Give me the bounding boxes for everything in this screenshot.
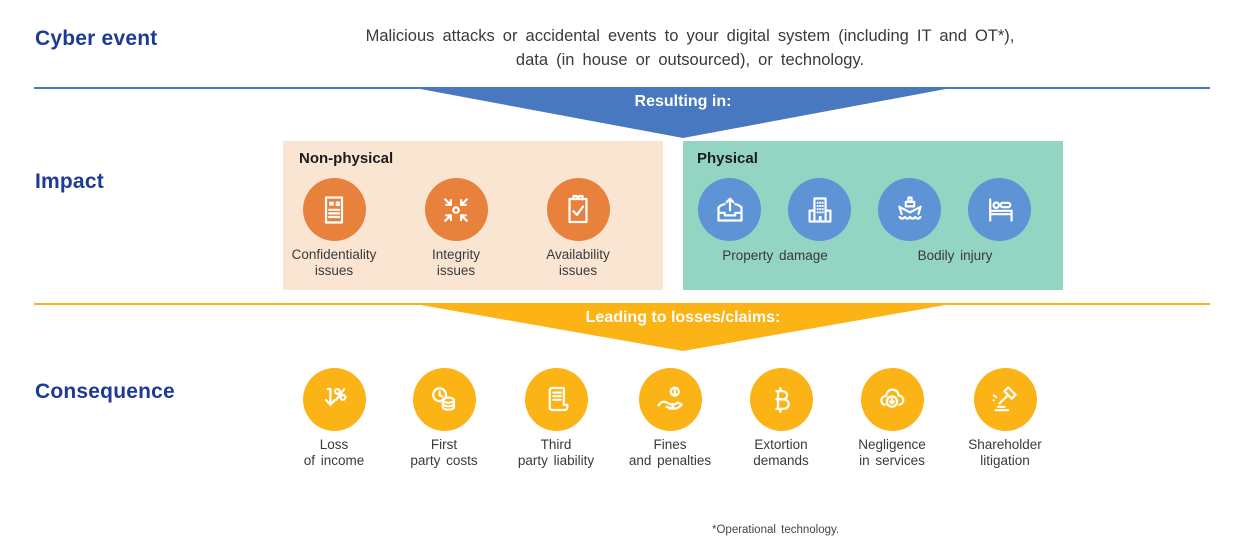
consequence-item-extortion-demands: Extortion demands xyxy=(716,368,846,469)
label-line-1: Extortion xyxy=(754,437,808,452)
label-line-2: party liability xyxy=(517,453,595,468)
physical-panel: Physical xyxy=(683,141,1063,290)
icon-circle xyxy=(302,178,366,241)
icon-circle xyxy=(412,368,476,431)
description-line-2: data (in house or outsourced), or techno… xyxy=(515,51,865,69)
consequence-item-first-party-costs: First party costs xyxy=(379,368,509,469)
icon-circle xyxy=(788,178,851,241)
label-line-1: Integrity xyxy=(431,247,481,262)
hand-coin-icon xyxy=(657,386,683,410)
description-line-1: Malicious attacks or accidental events t… xyxy=(365,27,1015,45)
consequence-row-label: Consequence xyxy=(35,380,175,403)
label-line-2: of income xyxy=(303,453,365,468)
icon-circle xyxy=(973,368,1037,431)
icon-circle xyxy=(638,368,702,431)
consequence-item-label: First party costs xyxy=(410,437,477,469)
label-line-2: litigation xyxy=(980,453,1030,468)
impact-row-label: Impact xyxy=(35,170,104,193)
percent-down-arrow-icon xyxy=(324,387,347,406)
label-line-2: in services xyxy=(859,453,925,468)
consequence-item-label: Fines and penalties xyxy=(629,437,711,469)
label-line-1: Fines xyxy=(653,437,687,452)
icon-circle xyxy=(698,178,761,241)
consequence-item-label: Loss of income xyxy=(304,437,365,469)
resulting-in-label: Resulting in: xyxy=(634,93,732,110)
bodily-injury-label: Bodily injury xyxy=(917,248,993,263)
impact-item-confidentiality: Confidentiality issues xyxy=(274,178,394,279)
icon-circle xyxy=(546,178,610,241)
label-line-2: party costs xyxy=(410,453,478,468)
physical-title: Physical xyxy=(697,150,758,167)
cyber-event-row-label: Cyber event xyxy=(35,27,158,50)
consequence-item-label: Negligence in services xyxy=(858,437,926,469)
icon-circle xyxy=(302,368,366,431)
impact-item-label: Availability issues xyxy=(546,247,610,279)
label-line-2: issues xyxy=(436,263,476,278)
consequence-item-shareholder-litigation: Shareholder litigation xyxy=(940,368,1070,469)
cargo-box-up-arrow-icon xyxy=(716,197,743,222)
icon-circle xyxy=(860,368,924,431)
gavel-icon xyxy=(992,385,1017,411)
impact-item-label: Integrity issues xyxy=(432,247,480,279)
icon-circle xyxy=(524,368,588,431)
building-icon xyxy=(808,196,831,223)
consequence-item-label: Third party liability xyxy=(518,437,594,469)
icon-circle xyxy=(968,178,1031,241)
property-damage-label: Property damage xyxy=(722,248,828,263)
label-line-2: and penalties xyxy=(628,453,712,468)
label-line-1: First xyxy=(430,437,458,452)
non-physical-title: Non-physical xyxy=(299,150,394,167)
cloud-download-icon xyxy=(880,388,905,408)
ship-icon xyxy=(897,195,922,220)
clipboard-check-icon xyxy=(568,194,588,223)
converging-arrows-icon xyxy=(444,197,468,222)
consequence-item-label: Shareholder litigation xyxy=(968,437,1042,469)
label-line-1: Confidentiality xyxy=(291,247,377,262)
label-line-1: Third xyxy=(540,437,572,452)
consequence-item-third-party-liability: Third party liability xyxy=(491,368,621,469)
label-line-2: issues xyxy=(558,263,598,278)
icon-circle xyxy=(878,178,941,241)
non-physical-panel: Non-physical Confidentiality issues xyxy=(283,141,663,290)
label-line-1: Availability xyxy=(546,247,610,262)
label-line-1: Loss xyxy=(319,437,349,452)
cyber-event-description: Malicious attacks or accidental events t… xyxy=(270,24,1110,72)
label-line-2: issues xyxy=(314,263,354,278)
label-line-2: demands xyxy=(753,453,809,468)
label-line-1: Shareholder xyxy=(968,437,1042,452)
bitcoin-icon xyxy=(775,386,790,413)
consequence-item-label: Extortion demands xyxy=(753,437,809,469)
label-line-1: Negligence xyxy=(858,437,926,452)
clock-coins-icon xyxy=(432,386,456,411)
consequence-item-negligence-services: Negligence in services xyxy=(827,368,957,469)
document-report-icon xyxy=(324,195,344,224)
consequence-item-loss-of-income: Loss of income xyxy=(269,368,399,469)
scroll-icon xyxy=(548,386,569,411)
impact-item-availability: Availability issues xyxy=(518,178,638,279)
impact-item-integrity: Integrity issues xyxy=(396,178,516,279)
footnote: *Operational technology. xyxy=(712,524,840,536)
impact-item-label: Confidentiality issues xyxy=(292,247,377,279)
consequence-item-fines-penalties: Fines and penalties xyxy=(605,368,735,469)
leading-to-label: Leading to losses/claims: xyxy=(585,309,781,326)
hospital-bed-icon xyxy=(988,197,1013,222)
icon-circle xyxy=(424,178,488,241)
icon-circle xyxy=(749,368,813,431)
